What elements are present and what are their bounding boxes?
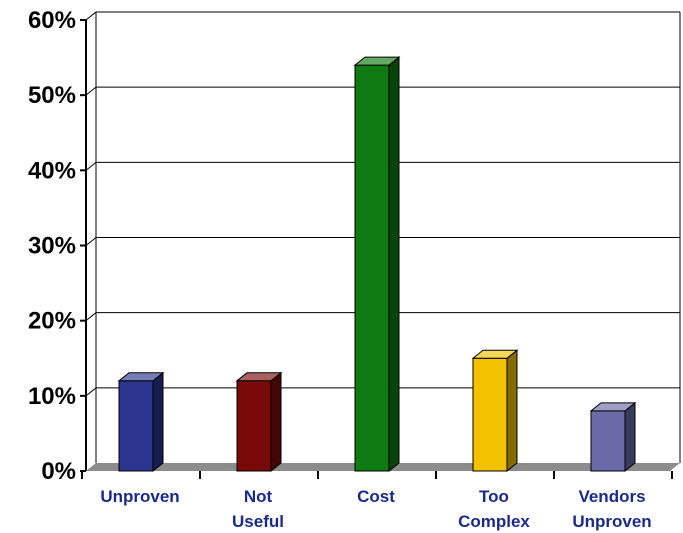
y-tick-label: 30% (28, 233, 76, 260)
bars (117, 56, 637, 473)
y-tick-label: 40% (28, 157, 76, 184)
gridline-wall (85, 161, 97, 171)
y-tick-label: 10% (28, 383, 76, 410)
bar-side (388, 56, 400, 473)
bar-front (236, 380, 272, 472)
bar-side (270, 371, 282, 473)
bar-front (354, 64, 390, 472)
bar-top (235, 372, 283, 382)
gridline-wall (85, 237, 97, 246)
bar-top (589, 402, 637, 412)
bar (589, 401, 637, 473)
bar (353, 56, 401, 473)
bar-side (152, 371, 164, 473)
x-tick-label: Too Complex (458, 487, 530, 531)
bar-top (117, 372, 165, 382)
x-tick-label: Cost (357, 487, 395, 506)
x-tick-label: Not Useful (232, 487, 284, 531)
bar (235, 371, 283, 473)
y-tick-label: 60% (28, 7, 76, 34)
bar (117, 371, 165, 473)
y-tick-label: 50% (28, 82, 76, 109)
bar-top (353, 56, 401, 66)
y-axis (80, 12, 681, 479)
bar-side (624, 401, 636, 473)
bar (471, 349, 519, 473)
bar-side (506, 349, 518, 473)
x-tick-label: Vendors Unproven (572, 487, 651, 531)
bar-front (590, 410, 626, 472)
gridline-wall (85, 387, 97, 397)
bar-front (472, 357, 508, 472)
x-tick-labels: Unproven Not Useful Cost Too Complex Vendors Un… (100, 487, 651, 531)
x-tick-label: Unproven (100, 487, 179, 506)
y-tick-labels: 0% 10% 20% 30% 40% 50% 60% (28, 7, 76, 485)
y-tick-label: 0% (41, 458, 76, 485)
bar-front (118, 380, 154, 472)
y-tick-label: 20% (28, 308, 76, 335)
gridline-wall (85, 86, 97, 96)
gridline-wall (85, 11, 97, 21)
bar-top (471, 349, 519, 359)
gridline-wall (85, 312, 97, 322)
